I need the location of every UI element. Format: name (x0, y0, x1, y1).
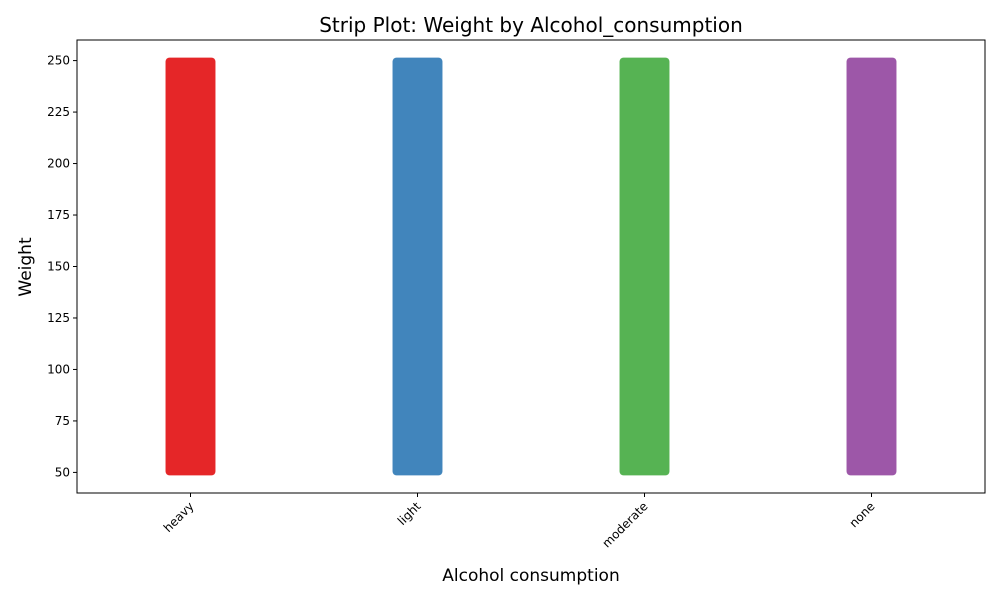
strip (392, 57, 443, 476)
x-tick-label: none (847, 499, 878, 530)
y-tick-label: 150 (47, 260, 70, 274)
y-tick-label: 125 (47, 311, 70, 325)
plot-frame (76, 39, 986, 494)
y-tick-label: 100 (47, 362, 70, 376)
strip (165, 57, 216, 476)
strip (846, 57, 897, 476)
strip (619, 57, 670, 476)
y-tick-label: 50 (55, 465, 70, 479)
y-tick-label: 75 (55, 414, 70, 428)
x-tick-label: light (395, 499, 424, 528)
x-axis-label: Alcohol consumption (442, 566, 619, 586)
y-tick-label: 225 (47, 105, 70, 119)
y-tick-label: 175 (47, 208, 70, 222)
x-tick-label: moderate (599, 499, 650, 550)
y-tick-label: 200 (47, 157, 70, 171)
x-tick-label: heavy (161, 499, 197, 535)
chart-title: Strip Plot: Weight by Alcohol_consumptio… (319, 13, 743, 37)
y-tick-label: 250 (47, 54, 70, 68)
y-axis-label: Weight (16, 237, 36, 297)
